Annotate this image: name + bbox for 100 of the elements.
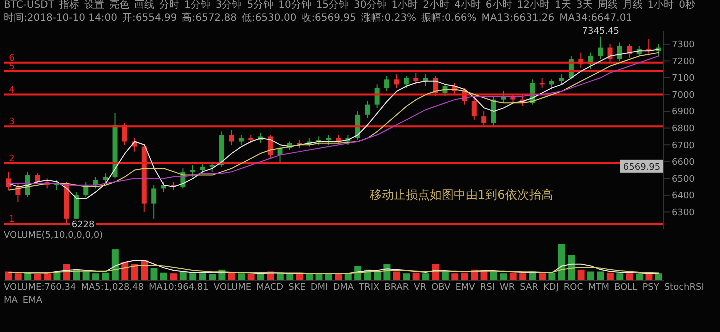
text: 1小时 <box>392 0 418 12</box>
bar <box>606 272 614 281</box>
text: 1分钟 <box>184 0 211 12</box>
annotation: 2 <box>9 154 15 165</box>
annotation: 3 <box>9 118 15 128</box>
bar <box>412 272 420 281</box>
y-tick-label: 6900 <box>672 108 696 118</box>
bar <box>403 274 410 281</box>
bar <box>286 274 294 281</box>
bar <box>170 274 178 281</box>
text: 30分钟 <box>354 0 387 12</box>
y-tick-label: 7100 <box>672 74 696 84</box>
text: BRAR <box>384 282 410 294</box>
text: SAR <box>520 282 538 294</box>
candlestick <box>210 161 215 172</box>
text: VR <box>414 282 427 294</box>
y-tick-label: 6500 <box>672 174 696 185</box>
text: 指标 <box>59 0 80 12</box>
text: VOLUME:760.34 <box>4 282 76 294</box>
text: 时间:2018-10-10 14:00 <box>4 13 118 25</box>
text: 0秒 <box>679 0 696 12</box>
bar <box>636 274 644 281</box>
text: MACD <box>256 282 284 294</box>
y-tick-label: 7000 <box>672 90 696 101</box>
text: 分时 <box>159 0 180 12</box>
candlestick <box>200 163 206 174</box>
text: 1小时 <box>648 0 674 12</box>
text: MA5:1,028.48 <box>81 282 144 294</box>
y-tick-label: 7200 <box>672 57 696 68</box>
text: 15分钟 <box>316 0 350 12</box>
text: MA34:6647.01 <box>560 13 633 25</box>
text: 5分钟 <box>247 0 274 12</box>
text: 12小时 <box>517 0 550 12</box>
text: TRIX <box>359 282 380 294</box>
text: 周线 <box>598 0 618 12</box>
bar <box>655 274 662 281</box>
y-tick-label: 7300 <box>672 40 696 51</box>
text: RSI <box>480 282 495 294</box>
text: 振幅:0.66% <box>422 13 477 25</box>
text: EMV <box>456 282 476 294</box>
annotation: 6228 <box>72 220 96 230</box>
candlestick <box>559 74 564 86</box>
bar <box>626 274 634 281</box>
bar <box>538 274 546 281</box>
bar <box>616 274 624 281</box>
text: 3分钟 <box>216 0 242 12</box>
text: 2小时 <box>423 0 450 12</box>
bar <box>141 260 148 281</box>
bar <box>442 272 449 281</box>
candlestick <box>365 100 370 119</box>
annotation: 6 <box>9 54 16 64</box>
text: 涨幅:0.23% <box>361 13 417 25</box>
y-tick-label: 6800 <box>672 124 696 135</box>
annotation: 1 <box>9 214 15 225</box>
bar <box>14 274 22 281</box>
y-tick-label: 6600 <box>672 158 696 168</box>
bar <box>228 272 236 281</box>
text: EMA <box>22 295 43 307</box>
candlestick <box>550 79 555 90</box>
text: 低:6530.00 <box>242 13 297 25</box>
candlestick <box>472 98 477 120</box>
text: 月线 <box>622 0 643 12</box>
text: MA10:964.81 <box>148 282 209 294</box>
text: ROC <box>564 282 584 294</box>
bar <box>160 272 168 281</box>
y-tick-label: 6400 <box>672 192 696 202</box>
text: SKE <box>288 282 306 294</box>
text: MA <box>4 295 18 307</box>
text: 高:6572.88 <box>182 13 237 25</box>
text: 10分钟 <box>278 0 312 12</box>
candlestick <box>394 74 400 89</box>
text: MA13:6631.26 <box>482 13 555 25</box>
annotation: 6569.95 <box>623 162 661 173</box>
candlestick <box>35 173 40 184</box>
text: 画线 <box>134 0 154 12</box>
text: 收:6569.95 <box>302 13 356 25</box>
bar <box>452 274 459 281</box>
text: StochRSI <box>664 282 704 294</box>
bar <box>422 274 430 281</box>
candlestick <box>152 184 157 220</box>
bar <box>238 274 246 281</box>
annotation: 7345.45 <box>582 26 620 37</box>
text: 移动止损点如图中由1到6依次抬高 <box>370 187 554 204</box>
bar <box>568 255 576 281</box>
text: 4小时 <box>454 0 481 12</box>
bar <box>578 270 585 281</box>
text: BOLL <box>614 282 638 294</box>
bar <box>558 244 566 281</box>
bar <box>510 272 517 281</box>
bar <box>325 274 332 281</box>
text: 6小时 <box>486 0 512 12</box>
bar <box>248 274 255 281</box>
candlestick <box>229 130 234 146</box>
candlestick <box>414 72 419 86</box>
bar <box>520 274 527 281</box>
text: WR <box>500 282 516 294</box>
bar <box>131 264 138 281</box>
y-tick-label: 6700 <box>672 141 696 152</box>
candlestick <box>404 76 409 89</box>
bar <box>461 272 468 281</box>
